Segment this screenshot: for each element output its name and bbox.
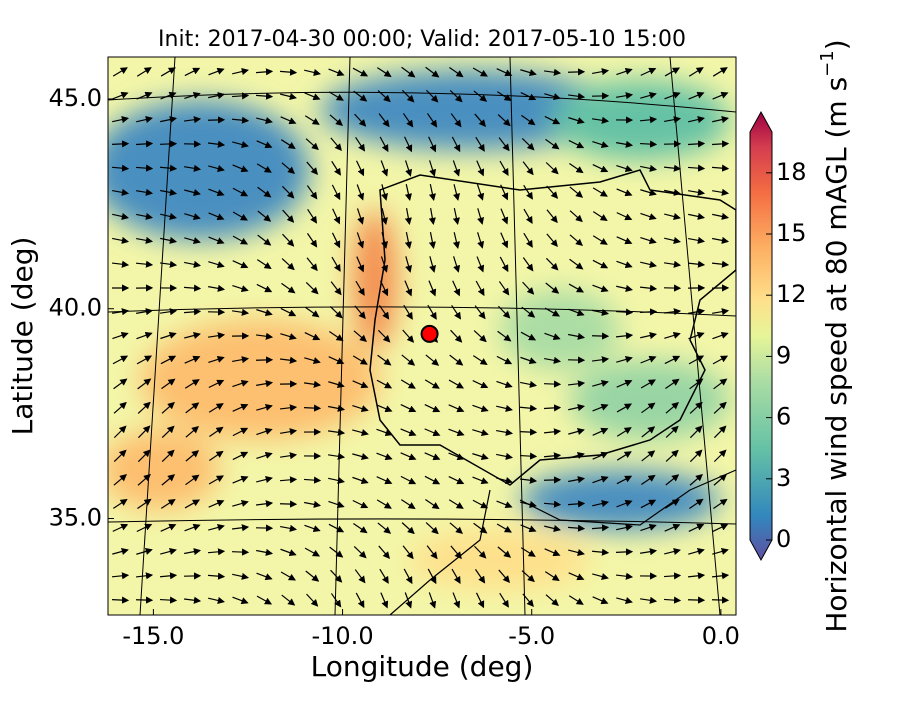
wind-arrow: [112, 144, 128, 145]
wind-arrow: [592, 336, 608, 337]
x-tick-label: -5.0: [508, 622, 555, 650]
colorbar-label-end: ): [820, 39, 853, 50]
site-marker: [422, 326, 438, 342]
wind-arrow: [688, 600, 704, 601]
wind-field: [90, 57, 736, 615]
colorbar-tick-label: 18: [776, 158, 807, 186]
wind-arrow: [544, 384, 560, 385]
y-tick-label: 35.0: [49, 504, 102, 532]
wind-arrow: [520, 432, 536, 433]
chart-title: Init: 2017-04-30 00:00; Valid: 2017-05-1…: [158, 27, 686, 52]
colorbar-tick-label: 12: [776, 280, 807, 308]
wind-arrow: [112, 600, 128, 601]
y-tick-label: 40.0: [49, 294, 102, 322]
wind-arrow: [256, 360, 272, 361]
wind-arrow: [616, 552, 632, 553]
colorbar-label-text: Horizontal wind speed at 80 mAGL (m s: [820, 77, 853, 633]
colorbar-tick-label: 6: [776, 403, 791, 431]
wind-arrow: [640, 312, 656, 313]
colorbar: [750, 112, 772, 560]
wind-arrow: [232, 552, 248, 553]
colorbar-label: Horizontal wind speed at 80 mAGL (m s−1): [817, 39, 853, 632]
wind-arrow: [712, 600, 728, 601]
x-tick-label: -10.0: [311, 622, 373, 650]
x-axis-label: Longitude (deg): [311, 650, 534, 683]
x-tick-label: -15.0: [122, 622, 184, 650]
colorbar-label-sup: −1: [817, 50, 838, 77]
wind-arrow: [304, 408, 320, 409]
colorbar-tick-label: 15: [776, 219, 807, 247]
y-axis-label: Latitude (deg): [6, 237, 39, 436]
colorbar-tick-label: 3: [776, 464, 791, 492]
colorbar-tick-label: 0: [776, 525, 791, 553]
x-tick-label: 0.0: [702, 622, 740, 650]
wind-arrow: [160, 144, 176, 145]
y-tick-label: 45.0: [49, 84, 102, 112]
wind-arrow: [208, 120, 224, 121]
colorbar-tick-label: 9: [776, 341, 791, 369]
